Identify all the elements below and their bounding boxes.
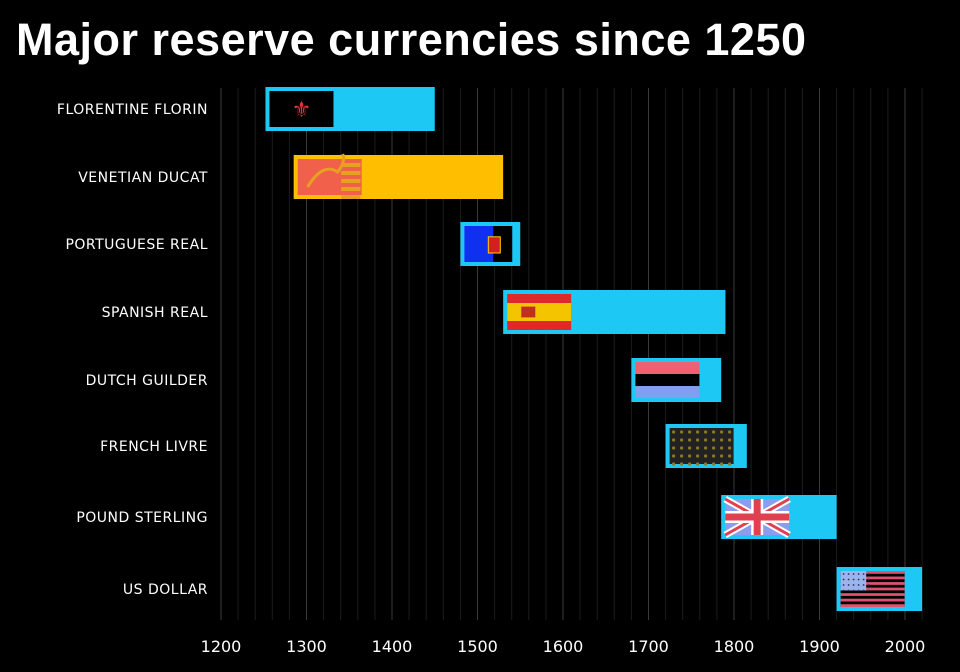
bar-pound-sterling [721, 495, 837, 539]
category-label: US DOLLAR [123, 582, 208, 598]
x-tick-label: 1600 [543, 637, 584, 656]
bar-venetian-ducat [293, 153, 504, 199]
x-tick-label: 2000 [885, 637, 926, 656]
flag-portugal-icon [464, 226, 513, 262]
x-tick-label: 1500 [457, 637, 498, 656]
bar-french-livre [665, 424, 747, 468]
bar-florentine-florin: ⚜ [265, 87, 435, 131]
flag-france-icon [669, 428, 734, 466]
x-tick-label: 1800 [714, 637, 755, 656]
category-label: DUTCH GUILDER [86, 373, 208, 389]
svg-text:⚜: ⚜ [292, 97, 312, 122]
chart-title: Major reserve currencies since 1250 [16, 14, 807, 65]
x-tick-label: 1900 [799, 637, 840, 656]
category-label: VENETIAN DUCAT [78, 170, 208, 186]
flag-netherlands-icon [635, 362, 700, 398]
flag-florence-icon: ⚜ [269, 91, 334, 127]
x-tick-label: 1300 [286, 637, 327, 656]
flag-spain-icon [507, 294, 572, 330]
flag-usa-icon [840, 571, 905, 607]
category-label: POUND STERLING [76, 510, 208, 526]
x-tick-label: 1400 [372, 637, 413, 656]
bar-dutch-guilder [631, 358, 722, 402]
bar-spanish-real [503, 290, 726, 334]
bar-us-dollar [836, 567, 923, 611]
flag-uk-icon [723, 495, 791, 539]
category-label: PORTUGUESE REAL [65, 237, 208, 253]
x-tick-label: 1200 [201, 637, 242, 656]
bar-portuguese-real [460, 222, 521, 266]
category-label: FLORENTINE FLORIN [57, 102, 208, 118]
category-label: SPANISH REAL [102, 305, 208, 321]
x-tick-label: 1700 [628, 637, 669, 656]
category-label: FRENCH LIVRE [100, 439, 208, 455]
flag-venice-icon [297, 153, 362, 199]
